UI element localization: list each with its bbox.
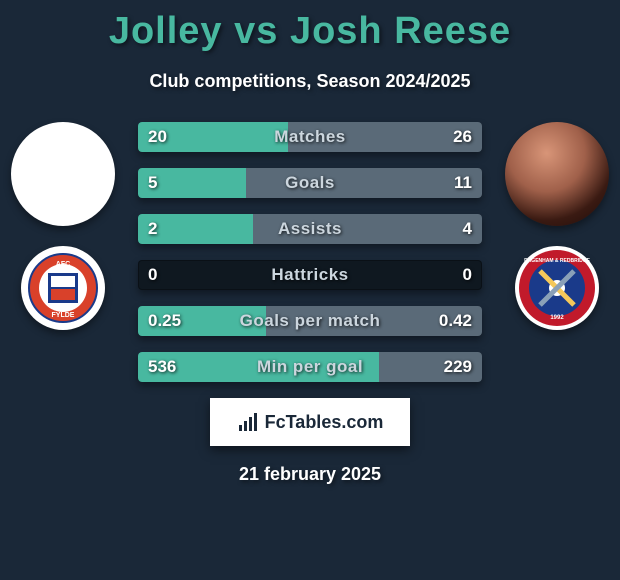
- fctables-icon: [237, 411, 259, 433]
- dagenham-redbridge-badge-icon: DAGENHAM & REDBRIDGE 1992: [518, 249, 596, 327]
- afc-fylde-badge-icon: AFC FYLDE: [28, 253, 98, 323]
- player-left-column: AFC FYLDE: [8, 122, 118, 330]
- stat-label: Hattricks: [138, 260, 482, 290]
- svg-text:FYLDE: FYLDE: [52, 312, 75, 319]
- player-left-photo: [11, 122, 115, 226]
- svg-text:DAGENHAM & REDBRIDGE: DAGENHAM & REDBRIDGE: [524, 258, 591, 264]
- site-logo: FcTables.com: [210, 398, 410, 446]
- stat-row: 536229Min per goal: [138, 352, 482, 382]
- club-left-logo: AFC FYLDE: [21, 246, 105, 330]
- player-right-photo: [505, 122, 609, 226]
- stat-row: 0.250.42Goals per match: [138, 306, 482, 336]
- svg-text:1992: 1992: [550, 315, 564, 321]
- stat-bars: 2026Matches 511Goals 24Assists 00Hattricks 0…: [138, 122, 482, 382]
- stat-label: Matches: [138, 122, 482, 152]
- stat-row: 511Goals: [138, 168, 482, 198]
- stat-row: 24Assists: [138, 214, 482, 244]
- stat-label: Goals per match: [138, 306, 482, 336]
- stat-row: 2026Matches: [138, 122, 482, 152]
- player-right-column: DAGENHAM & REDBRIDGE 1992: [502, 122, 612, 330]
- svg-text:AFC: AFC: [56, 261, 70, 268]
- site-logo-text: FcTables.com: [265, 412, 384, 433]
- club-right-logo: DAGENHAM & REDBRIDGE 1992: [515, 246, 599, 330]
- stat-row: 00Hattricks: [138, 260, 482, 290]
- stat-label: Min per goal: [138, 352, 482, 382]
- comparison-content: AFC FYLDE DAGENHAM & REDBRIDGE 1992 2026…: [0, 122, 620, 382]
- stat-label: Assists: [138, 214, 482, 244]
- subtitle: Club competitions, Season 2024/2025: [0, 71, 620, 92]
- page-title: Jolley vs Josh Reese: [0, 0, 620, 53]
- stat-label: Goals: [138, 168, 482, 198]
- date-text: 21 february 2025: [0, 464, 620, 485]
